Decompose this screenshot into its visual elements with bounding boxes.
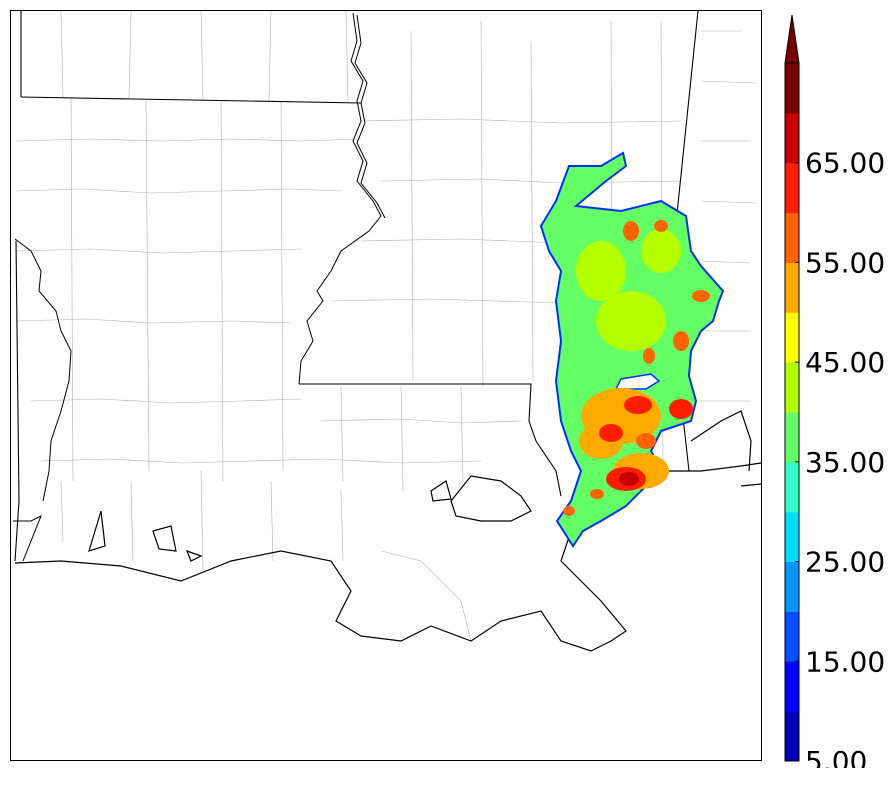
colorbar-segment: [785, 561, 799, 612]
mississippi-river: [298, 12, 386, 385]
map-svg: [13, 11, 761, 652]
colorbar-segment: [785, 611, 799, 662]
colorbar-segment: [785, 661, 799, 712]
colorbar-segment: [785, 262, 799, 313]
colorbar-labels: 5.00 15.00 25.00 35.00 45.00 55.00 65.00: [795, 147, 885, 768]
colorbar-segment: [785, 162, 799, 214]
colorbar-tick-label: 15.00: [805, 645, 885, 678]
colorbar-segments: [784, 14, 800, 762]
precip-field: [539, 151, 725, 548]
colorbar-tick-label: 35.00: [805, 446, 885, 479]
map-panel: [10, 10, 762, 761]
colorbar-segment: [785, 412, 799, 463]
colorbar: 5.00 15.00 25.00 35.00 45.00 55.00 65.00: [784, 14, 885, 768]
colorbar-extend-arrow: [784, 14, 800, 64]
colorbar-tick-label: 65.00: [805, 147, 885, 180]
colorbar-segment: [785, 711, 799, 762]
gulf-coastline: [14, 410, 761, 652]
colorbar-segment: [785, 362, 799, 413]
colorbar-segment: [785, 112, 799, 164]
colorbar-segment: [785, 511, 799, 563]
colorbar-tick-label: 45.00: [805, 346, 885, 379]
western-coast: [13, 238, 72, 562]
colorbar-tick-label: 25.00: [805, 546, 885, 579]
colorbar-tick-label: 5.00: [805, 745, 867, 768]
colorbar-segment: [785, 212, 799, 263]
colorbar-tick-label: 55.00: [805, 246, 885, 279]
colorbar-border: [784, 62, 800, 762]
colorbar-segment: [785, 63, 799, 114]
colorbar-segment: [785, 461, 799, 513]
colorbar-segment: [785, 312, 799, 363]
